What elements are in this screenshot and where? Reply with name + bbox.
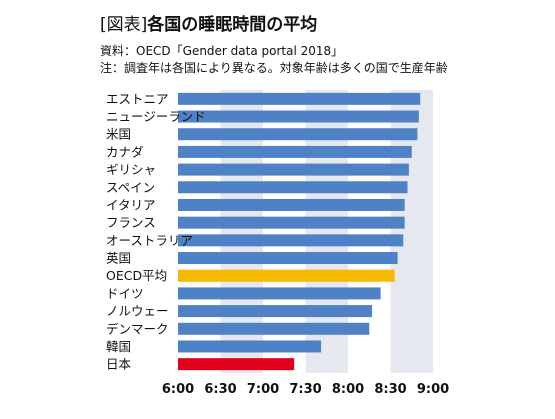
x-tick-label: 8:00 [332, 382, 364, 397]
x-tick-label: 8:30 [374, 382, 406, 397]
bar [178, 198, 405, 211]
x-tick-label: 7:30 [289, 382, 321, 397]
bar [178, 234, 404, 247]
bar [178, 163, 409, 176]
bar [178, 358, 295, 371]
title-text: 各国の睡眠時間の平均 [147, 15, 318, 35]
category-label: ドイツ [106, 286, 144, 301]
bar [178, 252, 398, 265]
chart-title: [図表]各国の睡眠時間の平均 [100, 10, 317, 35]
bar [178, 322, 370, 335]
category-label: エストニア [106, 91, 169, 106]
category-label: フランス [106, 215, 156, 230]
title-tag: [図表] [100, 15, 148, 35]
category-label: スペイン [106, 180, 155, 195]
category-label: オーストラリア [106, 233, 193, 248]
bar [178, 287, 381, 300]
category-label: 韓国 [106, 339, 131, 354]
category-label: イタリア [106, 197, 156, 212]
category-label: デンマーク [106, 321, 169, 336]
x-tick-label: 9:00 [417, 382, 449, 397]
bar [178, 269, 395, 282]
category-label: 英国 [106, 251, 131, 266]
x-tick-label: 6:00 [162, 382, 194, 397]
footnote: 注：調査年は各国により異なる。対象年齢は多くの国で生産年齢 [100, 61, 448, 75]
category-label: OECD平均 [106, 268, 167, 283]
category-label: ニュージーランド [106, 109, 206, 124]
bar [178, 216, 405, 229]
category-label: ギリシャ [106, 162, 156, 177]
bar [178, 128, 418, 141]
bar [178, 305, 373, 318]
x-tick-label: 7:00 [247, 382, 279, 397]
category-label: カナダ [106, 144, 144, 159]
bar [178, 92, 421, 105]
category-label: 米国 [106, 127, 131, 142]
category-label: 日本 [106, 357, 132, 372]
source-note: 資料：OECD「Gender data portal 2018」 [100, 44, 344, 58]
bar [178, 110, 419, 123]
x-tick-label: 6:30 [204, 382, 236, 397]
bar [178, 145, 412, 158]
bar [178, 340, 322, 353]
bar [178, 181, 408, 194]
category-label: ノルウェー [106, 304, 169, 319]
